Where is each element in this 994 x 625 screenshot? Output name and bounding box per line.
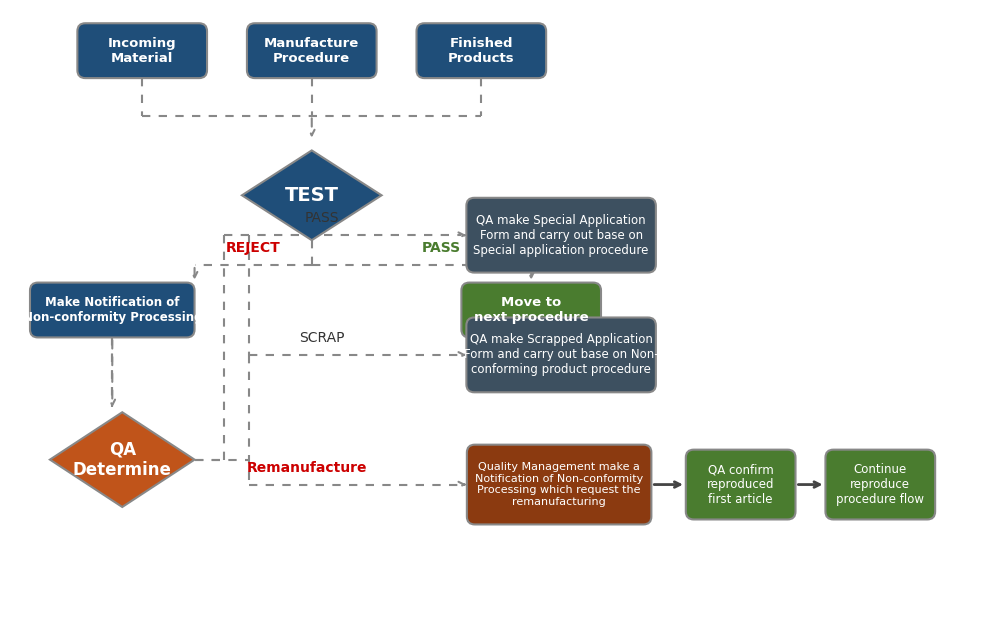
Text: PASS: PASS <box>304 211 339 225</box>
FancyBboxPatch shape <box>685 449 795 519</box>
FancyBboxPatch shape <box>416 23 546 78</box>
Text: Quality Management make a
Notification of Non-conformity
Processing which reques: Quality Management make a Notification o… <box>474 462 642 507</box>
FancyBboxPatch shape <box>247 23 376 78</box>
Text: REJECT: REJECT <box>226 241 280 255</box>
Text: Remanufacture: Remanufacture <box>247 461 367 474</box>
FancyBboxPatch shape <box>466 198 655 272</box>
Text: Finished
Products: Finished Products <box>447 37 514 64</box>
FancyBboxPatch shape <box>78 23 207 78</box>
Text: Make Notification of
Non-conformity Processing: Make Notification of Non-conformity Proc… <box>23 296 202 324</box>
Polygon shape <box>50 412 195 507</box>
Text: SCRAP: SCRAP <box>298 331 344 345</box>
Text: QA confirm
reproduced
first article: QA confirm reproduced first article <box>706 463 773 506</box>
Text: PASS: PASS <box>421 241 460 255</box>
FancyBboxPatch shape <box>466 318 655 392</box>
FancyBboxPatch shape <box>825 449 934 519</box>
Text: Incoming
Material: Incoming Material <box>107 37 176 64</box>
FancyBboxPatch shape <box>466 444 651 524</box>
Text: Continue
reproduce
procedure flow: Continue reproduce procedure flow <box>835 463 923 506</box>
FancyBboxPatch shape <box>30 282 195 338</box>
Text: Manufacture
Procedure: Manufacture Procedure <box>263 37 359 64</box>
Polygon shape <box>242 151 382 240</box>
FancyBboxPatch shape <box>461 282 600 338</box>
Text: QA make Special Application
Form and carry out base on
Special application proce: QA make Special Application Form and car… <box>473 214 648 257</box>
Text: QA
Determine: QA Determine <box>73 440 172 479</box>
Text: QA make Scrapped Application
Form and carry out base on Non-
conforming product : QA make Scrapped Application Form and ca… <box>463 333 658 376</box>
Text: TEST: TEST <box>284 186 338 205</box>
Text: Move to
next procedure: Move to next procedure <box>473 296 587 324</box>
